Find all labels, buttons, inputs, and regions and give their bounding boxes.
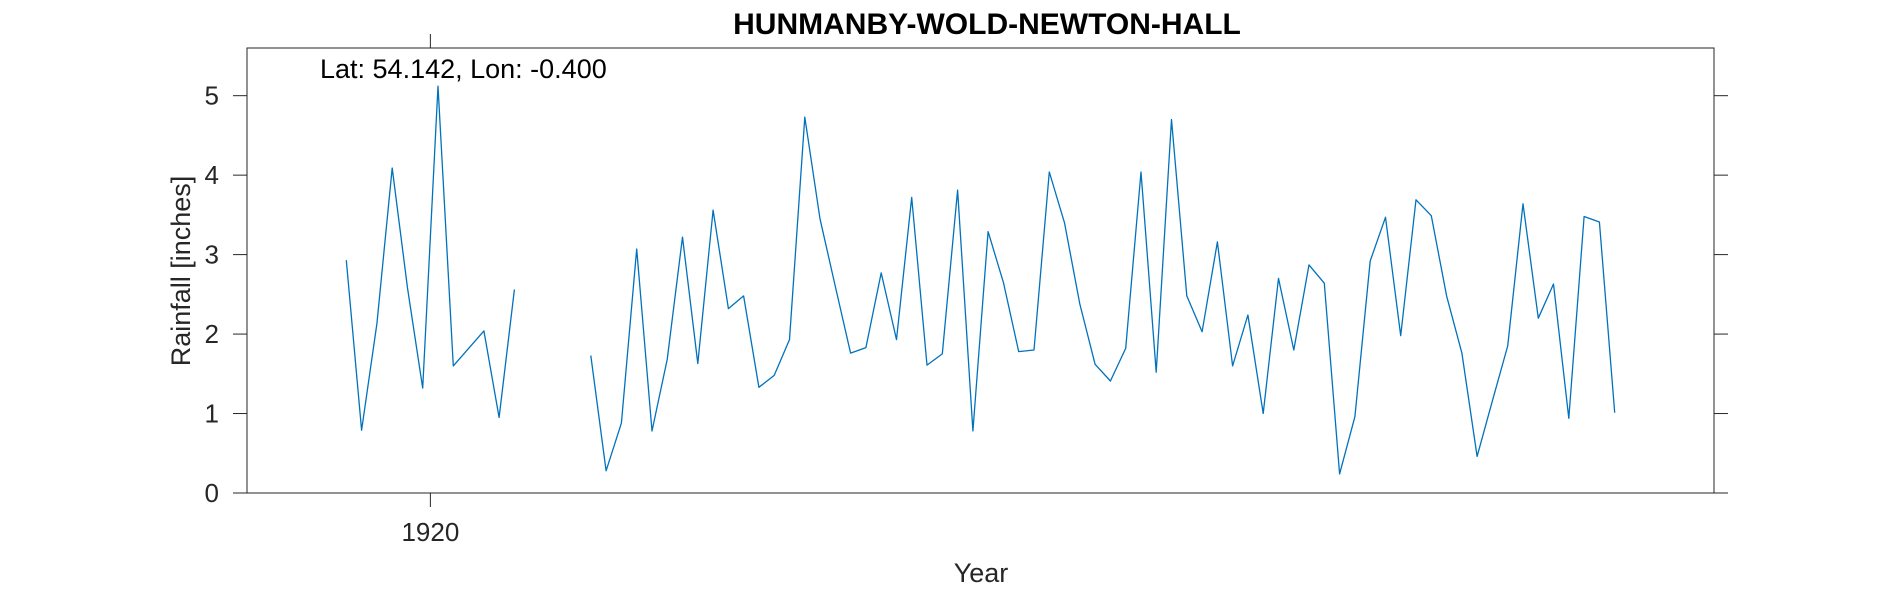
- series-layer: [345, 85, 1616, 475]
- chart-title: HUNMANBY-WOLD-NEWTON-HALL: [733, 8, 1241, 41]
- y-tick-label: 4: [205, 160, 219, 190]
- location-annotation: Lat: 54.142, Lon: -0.400: [320, 54, 607, 84]
- y-tick-label: 1: [205, 399, 219, 429]
- y-axis-ticks: 0 1 2 3 4 5: [205, 81, 1728, 508]
- plot-area-frame: [246, 47, 1715, 494]
- rainfall-series-line: [590, 116, 1616, 475]
- x-axis-title: Year: [954, 558, 1009, 588]
- x-axis-ticks: 1920: [401, 34, 459, 547]
- y-axis-title: Rainfall [inches]: [166, 176, 196, 367]
- y-tick-label: 3: [205, 240, 219, 270]
- y-tick-label: 5: [205, 81, 219, 111]
- y-tick-label: 2: [205, 319, 219, 349]
- x-tick-label: 1920: [401, 517, 459, 547]
- rainfall-series-line: [345, 85, 516, 431]
- y-tick-label: 0: [205, 478, 219, 508]
